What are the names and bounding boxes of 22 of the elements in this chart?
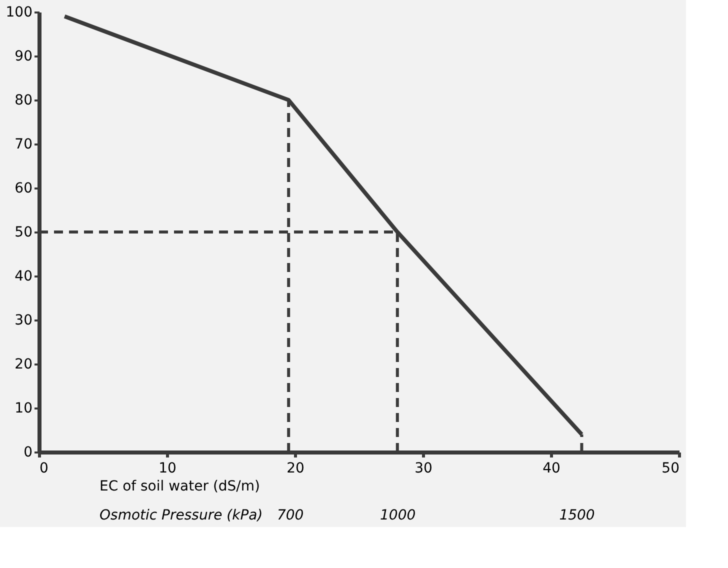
x2-tick-label: 700	[276, 508, 304, 524]
x-tick-label: 40	[542, 460, 560, 476]
x2-tick-label: 1500	[559, 508, 595, 524]
x-tick-label: 20	[286, 460, 304, 476]
y-tick-label: 100	[6, 4, 32, 20]
x-tick-label: 30	[414, 460, 432, 476]
x-tick-label: 0	[40, 460, 48, 476]
x-axis-title: EC of soil water (dS/m)	[100, 478, 260, 494]
x-tick-label: 10	[158, 460, 176, 476]
y-tick-label: 0	[24, 444, 32, 460]
y-tick-label: 70	[14, 136, 32, 152]
x-tick-label: 50	[662, 460, 680, 476]
y-tick-label: 10	[14, 400, 32, 416]
y-tick-label: 60	[14, 180, 32, 196]
x2-axis-title: Osmotic Pressure (kPa)	[100, 508, 263, 524]
y-tick-label: 20	[14, 356, 32, 372]
x2-tick-label: 1000	[380, 508, 416, 524]
y-tick-label: 80	[14, 92, 32, 108]
y-tick-label: 50	[14, 224, 32, 240]
y-tick-label: 30	[14, 312, 32, 328]
y-tick-label: 40	[14, 268, 32, 284]
y-tick-label: 90	[14, 48, 32, 64]
